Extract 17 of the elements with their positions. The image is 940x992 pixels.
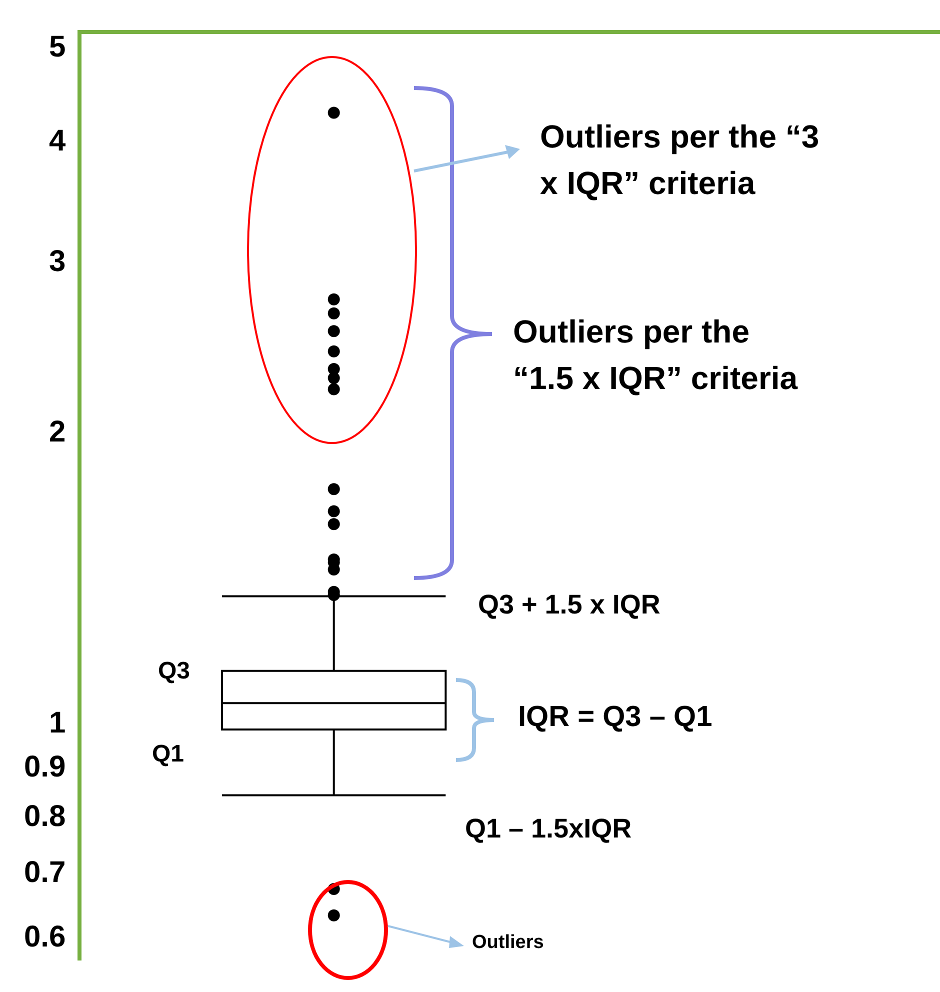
annotation: Outliers xyxy=(472,932,544,954)
y-tick-label: 4 xyxy=(49,124,66,158)
y-tick-label: 3 xyxy=(49,245,66,278)
y-tick-label: 1 xyxy=(49,706,66,740)
y-tick-label: 2 xyxy=(49,415,66,448)
annotation: Q1 – 1.5xIQR xyxy=(465,813,632,844)
annotation: IQR = Q3 – Q1 xyxy=(518,701,712,733)
y-tick-label: 0.7 xyxy=(24,856,66,890)
annotation: Q1 xyxy=(152,740,184,768)
annotation: Q3 + 1.5 x IQR xyxy=(478,589,660,620)
annotation: Q3 xyxy=(158,658,190,685)
annotation: Outliers per the “3 x IQR” criteria xyxy=(540,118,820,202)
y-tick-label: 0.6 xyxy=(24,920,66,954)
y-tick-label: 0.8 xyxy=(24,800,66,833)
y-tick-label: 0.9 xyxy=(24,750,66,784)
y-tick-label: 5 xyxy=(49,30,66,64)
annotation: Outliers per the “1.5 x IQR” criteria xyxy=(513,314,798,396)
